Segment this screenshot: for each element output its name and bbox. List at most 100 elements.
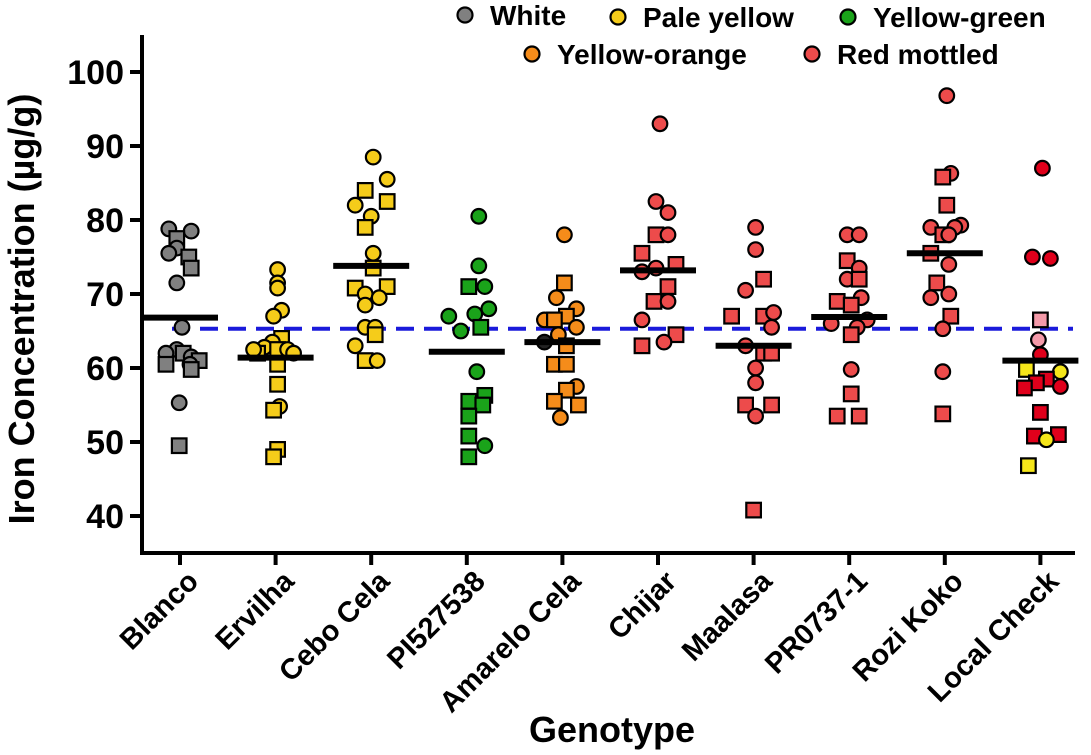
data-point-square	[633, 337, 651, 355]
data-point-square	[1019, 457, 1037, 475]
data-point-circle	[659, 226, 677, 244]
legend-label: Red mottled	[837, 39, 999, 70]
data-point-circle	[655, 333, 673, 351]
y-tick-label: 70	[86, 276, 124, 314]
y-tick-label: 80	[86, 202, 124, 240]
data-point-square	[265, 448, 282, 466]
data-point-circle	[440, 307, 458, 325]
legend-marker	[839, 8, 857, 26]
data-point-square	[460, 448, 478, 466]
legend-label: Pale yellow	[643, 2, 794, 33]
data-point-circle	[763, 318, 780, 336]
data-point-circle	[747, 407, 764, 425]
legend-marker	[609, 8, 627, 26]
data-point-square	[934, 405, 952, 423]
data-point-circle	[1033, 159, 1051, 177]
y-tick-label: 40	[86, 498, 124, 536]
data-point-circle	[160, 244, 178, 262]
data-point-circle	[940, 285, 958, 303]
data-point-square	[182, 259, 200, 277]
data-point-square	[850, 270, 868, 288]
data-point-square	[170, 437, 188, 455]
data-point-circle	[556, 226, 573, 244]
data-point-square	[737, 396, 754, 414]
data-point-circle	[356, 296, 374, 314]
data-point-square	[182, 361, 200, 378]
data-point-square	[269, 375, 286, 393]
mean-bars	[142, 250, 1079, 364]
data-point-circle	[934, 363, 952, 381]
data-point-square	[545, 392, 563, 410]
data-point-square	[842, 296, 860, 314]
data-point-square	[828, 407, 846, 425]
data-point-square	[1031, 404, 1049, 421]
data-point-circle	[368, 352, 386, 370]
data-point-circle	[476, 278, 494, 296]
data-point-square	[265, 401, 282, 419]
data-point-square	[723, 307, 740, 325]
data-point-square	[460, 427, 478, 445]
legend: White Pale yellow Yellow-green Yellow-orang…	[456, 0, 1046, 70]
data-point-circle	[940, 226, 958, 244]
data-point-square	[659, 278, 677, 295]
data-point-square	[1031, 311, 1049, 329]
data-point-circle	[747, 241, 764, 259]
data-point-square	[645, 293, 663, 310]
legend-label: Yellow-orange	[557, 39, 747, 70]
data-point-circle	[548, 289, 565, 307]
data-point-circle	[659, 204, 677, 222]
data-point-square	[934, 168, 952, 186]
data-point-square	[1015, 379, 1033, 397]
y-tick-label: 90	[86, 128, 124, 166]
data-point-square	[555, 274, 573, 292]
data-point-square	[460, 407, 478, 425]
x-tick-label: Ervilha	[210, 565, 302, 657]
data-point-circle	[378, 170, 396, 188]
data-point-square	[763, 396, 780, 414]
data-point-square	[474, 396, 492, 414]
data-point-circle	[364, 244, 382, 262]
data-points	[157, 87, 1069, 519]
data-point-circle	[468, 363, 486, 381]
data-point-square	[842, 326, 860, 344]
data-point-square	[356, 182, 374, 199]
data-point-square	[460, 392, 478, 410]
data-point-circle	[470, 207, 488, 225]
data-point-square	[545, 311, 563, 329]
data-point-circle	[168, 274, 186, 292]
data-point-circle	[170, 394, 188, 412]
data-point-circle	[480, 300, 498, 318]
data-point-square	[557, 355, 575, 373]
data-point-circle	[364, 148, 382, 166]
data-point-square	[472, 318, 490, 336]
data-point-square	[667, 326, 685, 344]
x-axis-title: Genotype	[529, 709, 695, 750]
data-point-square	[378, 278, 396, 295]
data-point-circle	[552, 409, 569, 426]
data-point-square	[356, 219, 374, 236]
data-point-circle	[476, 437, 494, 455]
data-point-circle	[452, 322, 470, 340]
data-point-circle	[659, 293, 677, 310]
data-point-square	[938, 196, 956, 214]
y-tick-label: 60	[86, 350, 124, 388]
y-tick-label: 100	[67, 54, 124, 92]
legend-label: White	[490, 0, 566, 31]
data-point-square	[366, 326, 384, 344]
data-point-square	[838, 252, 856, 270]
data-point-square	[157, 355, 175, 373]
data-point-circle	[346, 196, 364, 214]
data-point-square	[569, 396, 587, 414]
data-point-circle	[182, 222, 200, 240]
data-point-circle	[1037, 431, 1055, 449]
data-point-circle	[934, 320, 952, 338]
data-point-circle	[842, 361, 860, 378]
legend-marker	[456, 6, 474, 24]
data-point-square	[850, 407, 868, 425]
data-point-square	[928, 274, 946, 292]
data-point-circle	[747, 359, 764, 377]
data-point-circle	[938, 87, 956, 105]
data-point-square	[942, 307, 960, 325]
data-point-circle	[633, 311, 651, 329]
